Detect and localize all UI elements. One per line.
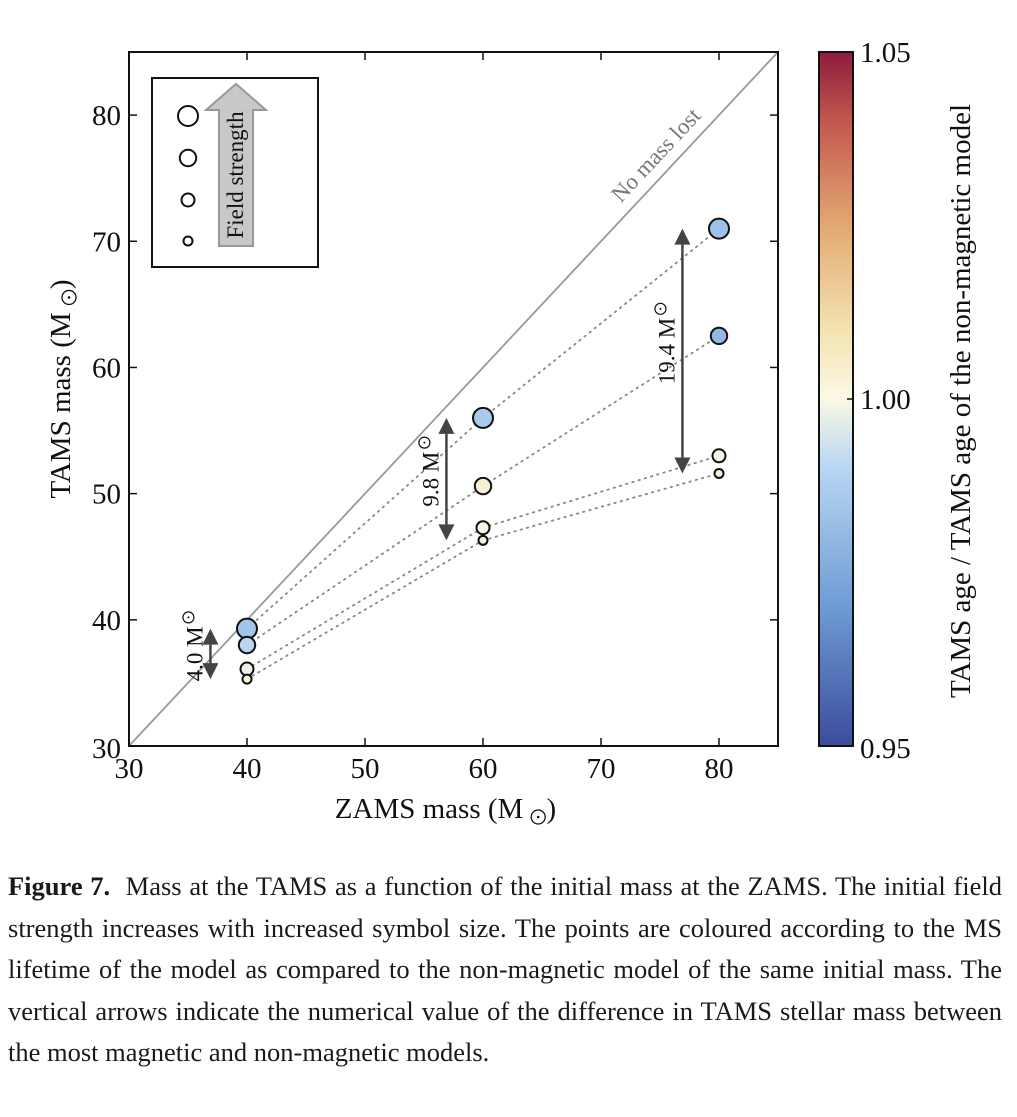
difference-arrow-text: 9.8 M [418, 452, 443, 507]
difference-arrow-head-up [202, 628, 219, 645]
y-tick-label: 60 [92, 352, 121, 384]
solar-symbol-dot [423, 441, 426, 444]
colorbar-tick-label: 1.05 [860, 37, 911, 69]
difference-arrow-text: 4.0 M [182, 626, 207, 681]
data-point [237, 635, 257, 655]
colorbar-tick-label: 0.95 [860, 733, 911, 765]
difference-arrow-head-down [438, 524, 455, 541]
difference-arrow-head-up [674, 228, 691, 245]
legend-arrow-text: Field strength [223, 111, 248, 239]
connector-line [482, 472, 720, 542]
data-point [711, 448, 727, 464]
data-point [473, 476, 493, 496]
data-point [713, 467, 725, 479]
connector-line [482, 227, 720, 419]
data-point [477, 534, 489, 546]
legend-size-marker [178, 148, 198, 168]
solar-symbol-dot [536, 815, 540, 819]
connector-line [246, 526, 484, 670]
solar-symbol-icon [418, 436, 431, 449]
data-point [241, 673, 253, 685]
reference-line-label: No mass lost [606, 103, 706, 207]
solar-symbol-icon [182, 611, 195, 624]
y-tick-label: 30 [92, 733, 121, 765]
legend-size-marker [182, 235, 194, 247]
x-tick-label: 60 [469, 753, 498, 785]
solar-symbol-dot [659, 307, 662, 310]
difference-arrow-label: 4.0 M [182, 611, 207, 681]
x-tick-label: 30 [115, 753, 144, 785]
data-point [709, 326, 729, 346]
legend-size-marker [180, 192, 196, 208]
data-point [472, 406, 494, 429]
caption-label: Figure 7. [8, 871, 111, 901]
difference-arrow-head-up [438, 417, 455, 434]
difference-arrow-head-down [202, 663, 219, 680]
field-strength-arrow-icon [203, 82, 269, 247]
y-axis-label-text: TAMS mass (M ) [45, 279, 77, 498]
y-tick-label: 40 [92, 605, 121, 637]
y-tick-label: 70 [92, 226, 121, 258]
connector-line [482, 335, 720, 487]
difference-arrow-text: 19.4 M [654, 318, 679, 384]
caption-text: Mass at the TAMS as a function of the in… [8, 871, 1002, 1067]
x-axis-label: ZAMS mass (M ) [335, 793, 556, 825]
connector-line [482, 454, 720, 529]
data-point [475, 520, 491, 536]
data-point [708, 217, 730, 240]
colorbar-label-text: TAMS age / TAMS age of the non-magnetic … [945, 104, 977, 698]
data-point [239, 661, 255, 677]
solar-symbol-dot [187, 616, 190, 619]
difference-arrow-label: 9.8 M [418, 436, 443, 507]
data-point [236, 617, 258, 640]
colorbar-label: TAMS age / TAMS age of the non-magnetic … [945, 104, 977, 698]
difference-arrow-head-down [674, 457, 691, 474]
figure-caption: Figure 7. Mass at the TAMS as a function… [8, 866, 1002, 1074]
x-tick-label: 80 [705, 753, 734, 785]
x-tick-label: 40 [233, 753, 262, 785]
solar-symbol-icon [654, 302, 667, 315]
colorbar-tick-label: 1.00 [860, 384, 911, 416]
solar-symbol-icon [61, 289, 77, 306]
difference-arrow-label: 19.4 M [654, 302, 679, 384]
figure-chart: No mass lost 4.0 M 9.8 M 19.4 M 30 40 50 60 70 8… [45, 37, 977, 825]
y-tick-label: 80 [92, 100, 121, 132]
y-axis-label: TAMS mass (M ) [45, 279, 77, 498]
solar-symbol-icon [530, 809, 546, 825]
x-tick-label: 50 [351, 753, 380, 785]
legend-arrow-label: Field strength [223, 111, 248, 239]
solar-symbol-dot [67, 296, 71, 299]
y-tick-label: 50 [92, 479, 121, 511]
plot-frame [128, 51, 779, 747]
connector-line [246, 539, 484, 681]
connector-line [246, 485, 484, 646]
x-tick-label: 70 [587, 753, 616, 785]
connector-line [246, 417, 484, 630]
legend-size-marker [177, 105, 199, 127]
